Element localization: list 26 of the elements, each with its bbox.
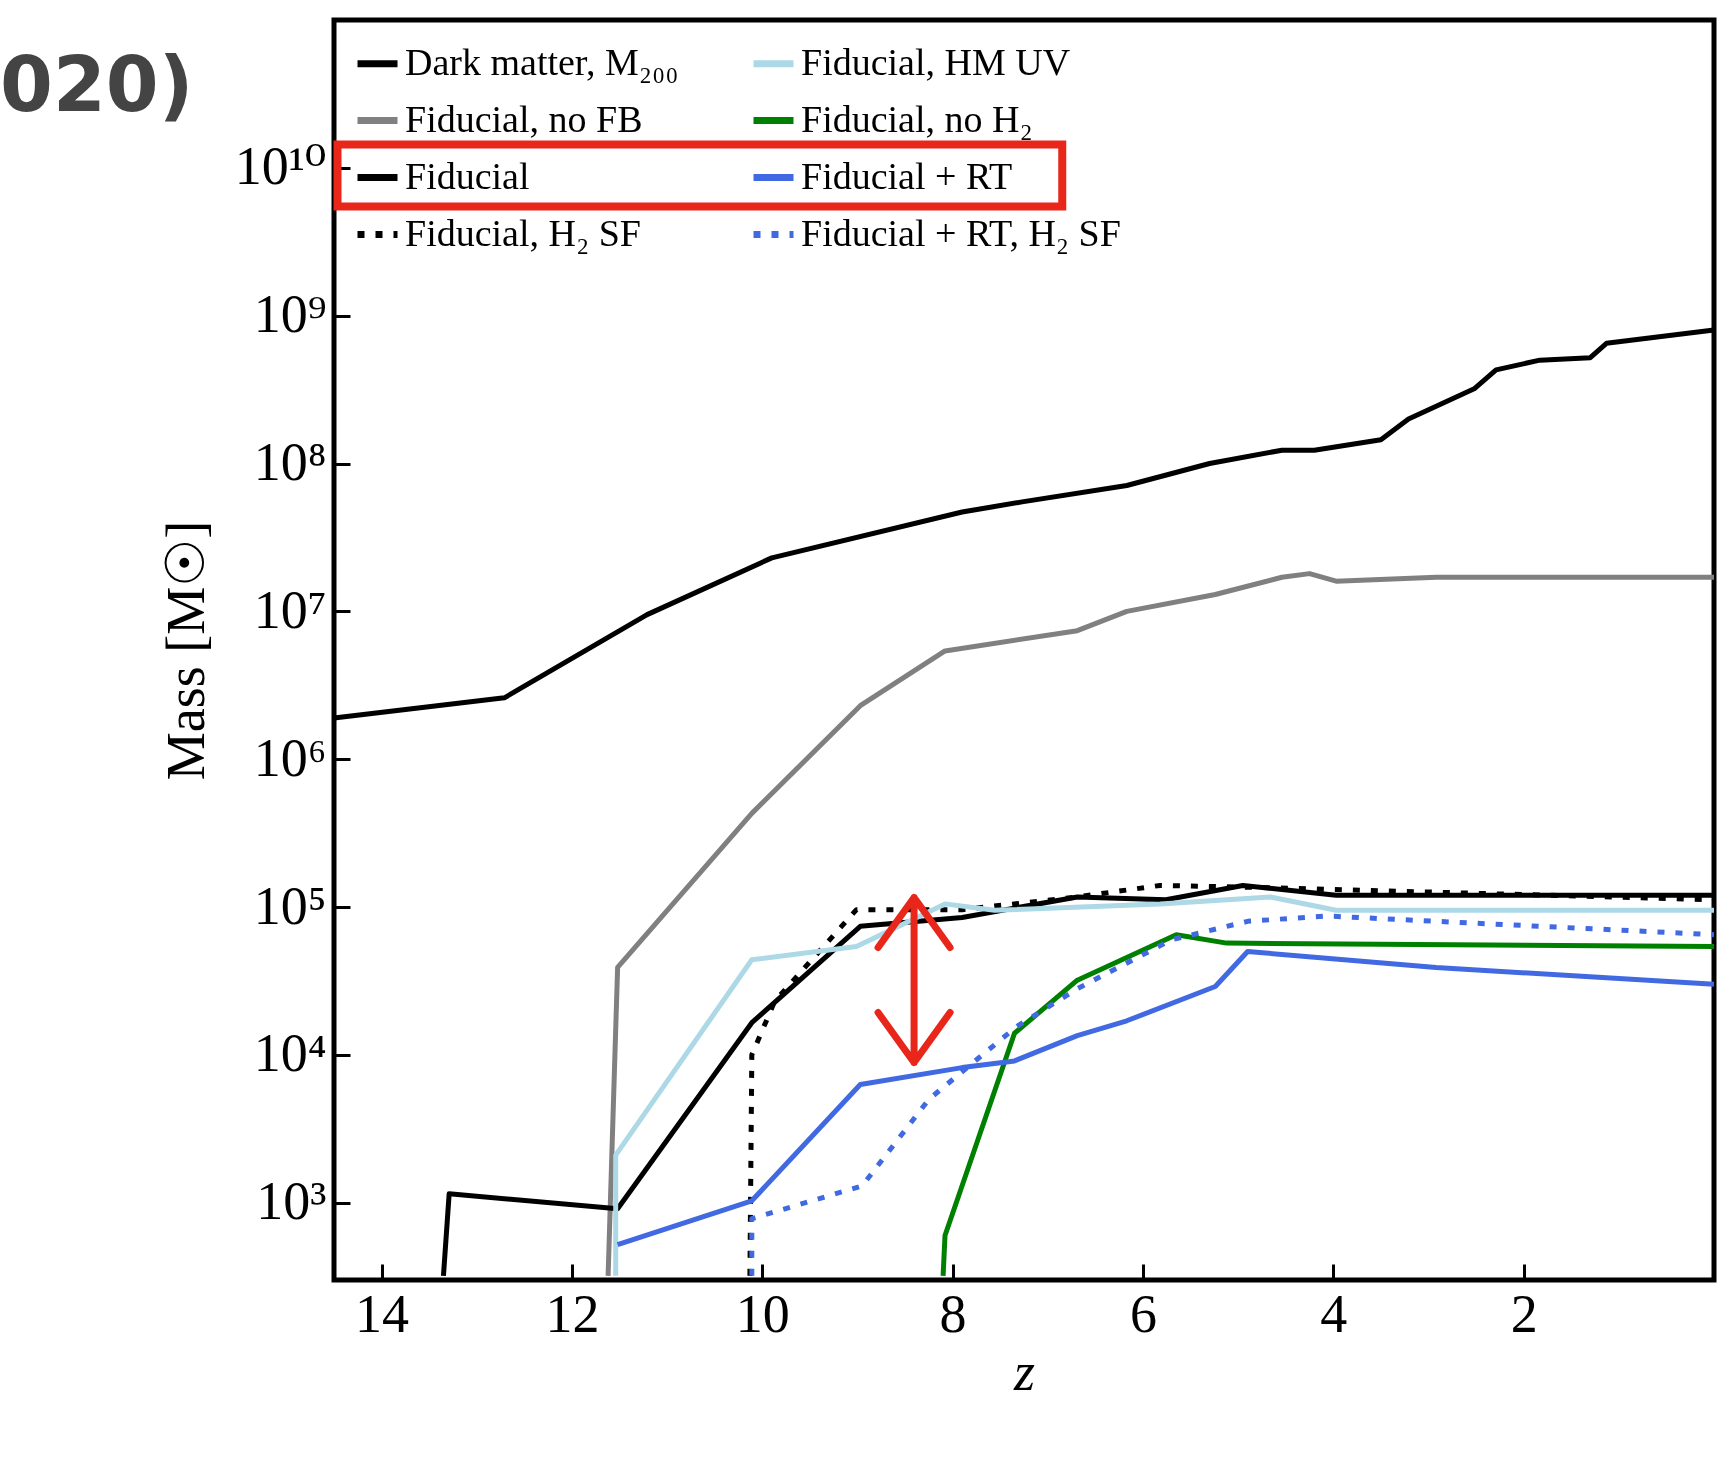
legend-label: Fiducial, H₂ SF	[405, 211, 641, 254]
y-tick-label: 10¹⁰	[234, 136, 327, 197]
legend-label: Fiducial + RT, H₂ SF	[801, 211, 1121, 254]
x-tick-label: 10	[735, 1283, 790, 1344]
legend-label: Fiducial, no FB	[405, 97, 643, 140]
y-tick-label: 10⁷	[253, 579, 327, 640]
x-tick-label: 2	[1510, 1283, 1538, 1344]
y-tick-label: 10⁹	[253, 284, 327, 345]
legend-label: Fiducial + RT	[801, 154, 1013, 197]
legend-label: Fiducial, no H₂	[801, 97, 1033, 140]
x-tick-label: 12	[545, 1283, 600, 1344]
y-tick-label: 10⁴	[253, 1023, 327, 1084]
legend-label: Fiducial, HM UV	[801, 40, 1071, 83]
y-tick-label: 10⁶	[253, 727, 327, 788]
y-axis-title: Mass [M☉]	[155, 520, 216, 781]
x-axis-title: z	[1012, 1341, 1036, 1402]
legend-label: Fiducial	[405, 154, 530, 197]
y-tick-label: 10³	[256, 1171, 327, 1232]
y-tick-label: 10⁸	[253, 432, 327, 493]
x-tick-label: 4	[1320, 1283, 1348, 1344]
y-tick-label: 10⁵	[253, 875, 327, 936]
x-tick-label: 14	[355, 1283, 410, 1344]
legend-label: Dark matter, M₂₀₀	[405, 40, 679, 83]
text: 020)	[0, 40, 194, 129]
x-tick-label: 6	[1129, 1283, 1157, 1344]
x-tick-label: 8	[939, 1283, 967, 1344]
